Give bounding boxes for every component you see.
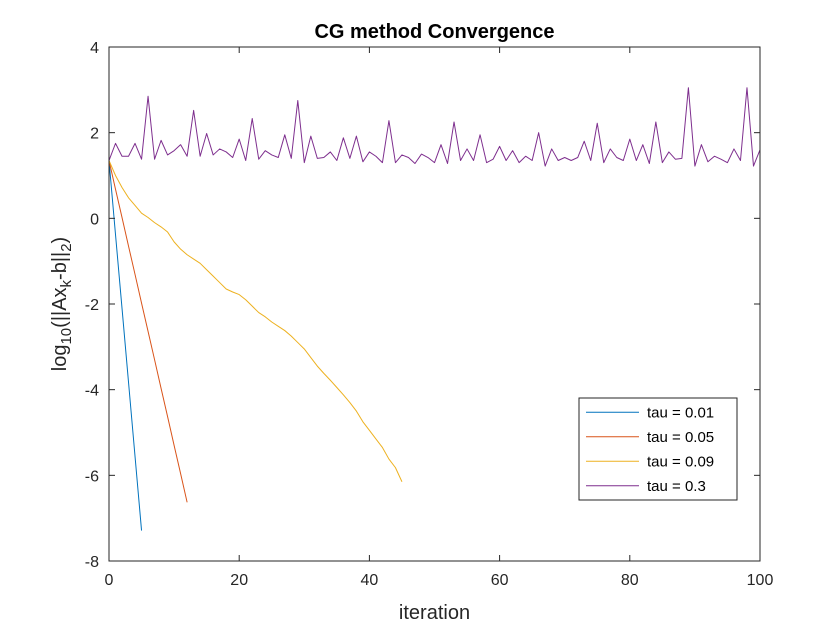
- x-tick-label: 20: [230, 572, 248, 589]
- legend-box: [578, 397, 738, 501]
- x-tick-label: 0: [105, 572, 114, 589]
- y-tick-label: -6: [85, 468, 99, 485]
- legend-label-2: tau = 0.05: [647, 429, 714, 446]
- y-label-part: ): [49, 237, 71, 244]
- y-tick-label: 2: [90, 126, 99, 143]
- series-line-4: [108, 87, 761, 167]
- legend-label-3: tau = 0.09: [647, 453, 714, 470]
- x-tick-label: 100: [747, 572, 774, 589]
- y-label-part: k: [58, 279, 75, 287]
- y-label-part: -b||: [49, 252, 71, 280]
- y-tick-label: -8: [85, 554, 99, 571]
- y-label-part: log: [49, 345, 71, 372]
- legend-label-4: tau = 0.3: [647, 478, 706, 495]
- chart-title: CG method Convergence: [314, 21, 554, 43]
- y-tick-label: 0: [90, 211, 99, 228]
- x-tick-label: 80: [621, 572, 639, 589]
- y-label-part: (||Ax: [49, 287, 71, 327]
- y-tick-label: 4: [90, 40, 99, 57]
- series-layer: [108, 87, 761, 531]
- y-axis-label: log10(||Axk-b||2): [49, 237, 75, 371]
- x-axis-label: iteration: [399, 602, 470, 624]
- x-tick-label: 60: [491, 572, 509, 589]
- legend-label-1: tau = 0.01: [647, 404, 714, 421]
- y-tick-label: -2: [85, 297, 99, 314]
- axes-layer: 0 20 40 60 80 100 -8 -6 -4 -2 0 2 4: [85, 40, 774, 589]
- y-label-part: 2: [58, 243, 75, 251]
- legend[interactable]: tau = 0.01 tau = 0.05 tau = 0.09 tau = 0.3: [578, 397, 738, 501]
- y-label-part: 10: [58, 328, 75, 345]
- y-tick-label: -4: [85, 383, 99, 400]
- series-line-2: [108, 160, 188, 503]
- x-tick-label: 40: [361, 572, 379, 589]
- series-line-1: [108, 160, 143, 531]
- series-line-3: [108, 160, 403, 482]
